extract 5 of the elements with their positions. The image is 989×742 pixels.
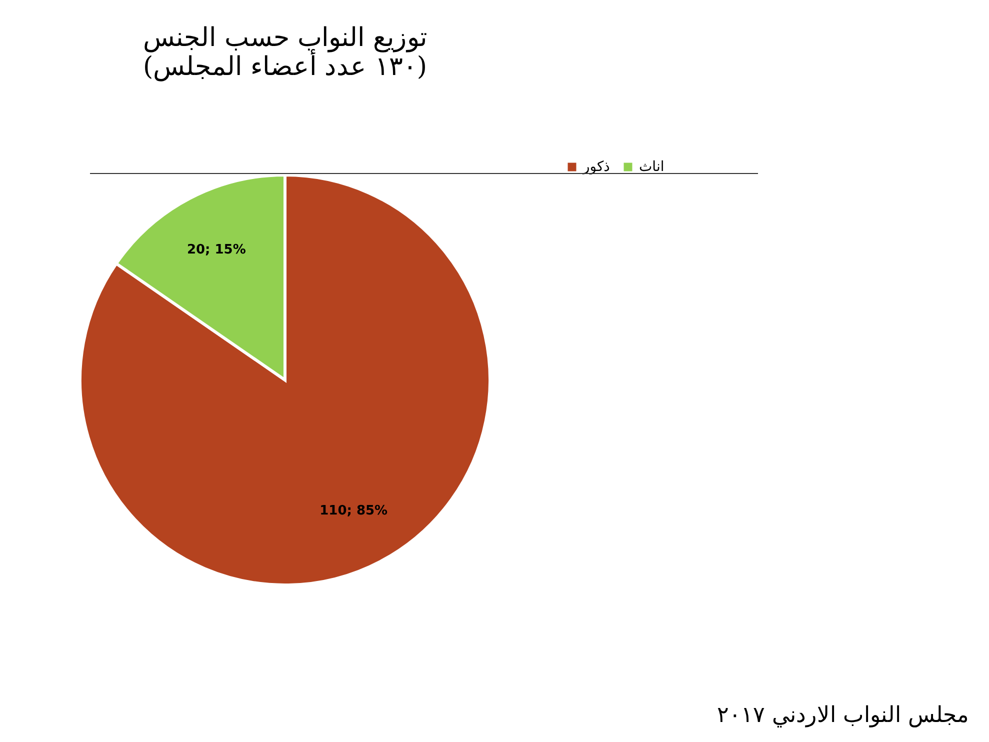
legend-label: اناث [639, 159, 664, 175]
data-label: 110; 85% [320, 504, 388, 519]
text: مجلس النواب الاردني ٢٠١٧ [717, 702, 969, 728]
data-label: 20; 15% [186, 242, 246, 258]
pie-slice [78, 174, 492, 586]
